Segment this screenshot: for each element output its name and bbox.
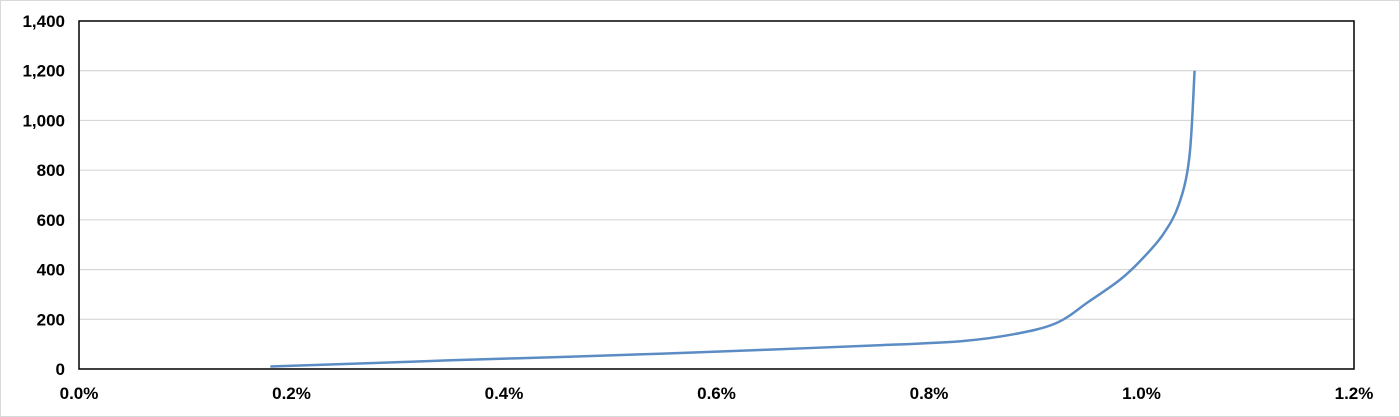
gridlines — [79, 70, 1354, 320]
x-tick-label: 1.0% — [1122, 384, 1161, 403]
y-tick-label: 1,200 — [22, 62, 65, 81]
y-tick-label: 1,000 — [22, 111, 65, 130]
y-tick-label: 400 — [37, 261, 65, 280]
y-tick-label: 0 — [56, 360, 65, 379]
x-tick-label: 0.4% — [485, 384, 524, 403]
x-axis-ticks: 0.0% 0.2% 0.4% 0.6% 0.8% 1.0% 1.2% — [60, 384, 1374, 403]
series-group — [270, 70, 1196, 368]
x-tick-label: 0.2% — [272, 384, 311, 403]
y-tick-label: 200 — [37, 310, 65, 329]
plot-area-border — [78, 20, 1355, 370]
x-tick-label: 0.8% — [910, 384, 949, 403]
y-tick-label: 1,400 — [22, 12, 65, 31]
series-line-0 — [270, 70, 1196, 368]
y-axis-ticks: 0 200 400 600 800 1,000 1,200 1,400 — [22, 12, 65, 379]
x-tick-label: 0.6% — [697, 384, 736, 403]
y-tick-label: 800 — [37, 161, 65, 180]
y-tick-label: 600 — [37, 211, 65, 230]
x-tick-label: 1.2% — [1335, 384, 1374, 403]
x-tick-label: 0.0% — [60, 384, 99, 403]
